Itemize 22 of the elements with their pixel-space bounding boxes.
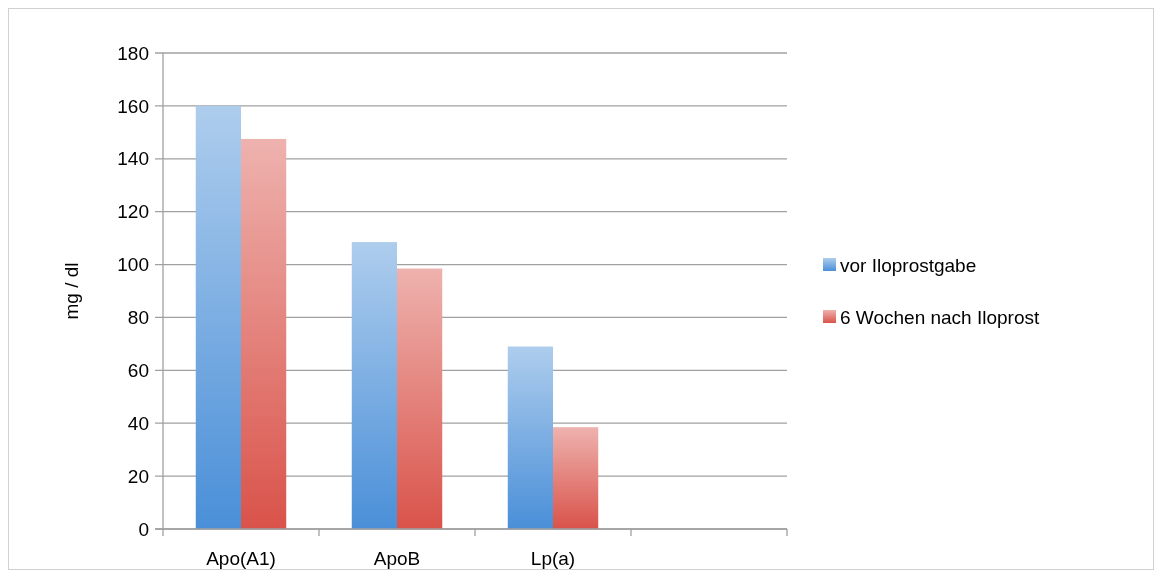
y-tick-label: 80: [127, 307, 149, 329]
x-tick-label: ApoB: [373, 548, 421, 569]
legend-label: 6 Wochen nach Iloprost: [840, 306, 1040, 328]
bar: [507, 346, 553, 529]
bar: [351, 242, 397, 529]
y-tick-label: 40: [127, 412, 149, 434]
y-tick-label: 0: [138, 518, 149, 540]
bar: [553, 427, 599, 529]
x-tick-label: Apo(A1): [206, 548, 276, 569]
y-tick-label: 20: [127, 465, 149, 487]
y-tick-label: 120: [117, 201, 149, 223]
y-tick-label: 140: [117, 148, 149, 170]
bar: [241, 138, 287, 529]
y-tick-label: 60: [127, 359, 149, 381]
legend-label: vor Iloprostgabe: [840, 254, 977, 276]
x-tick-label: Lp(a): [530, 548, 576, 569]
y-tick-label: 180: [117, 42, 149, 64]
y-axis-title: mg / dl: [61, 262, 82, 320]
y-tick-label: 160: [117, 95, 149, 117]
bar: [195, 105, 241, 529]
y-tick-label: 100: [117, 254, 149, 276]
bar: [397, 268, 443, 529]
